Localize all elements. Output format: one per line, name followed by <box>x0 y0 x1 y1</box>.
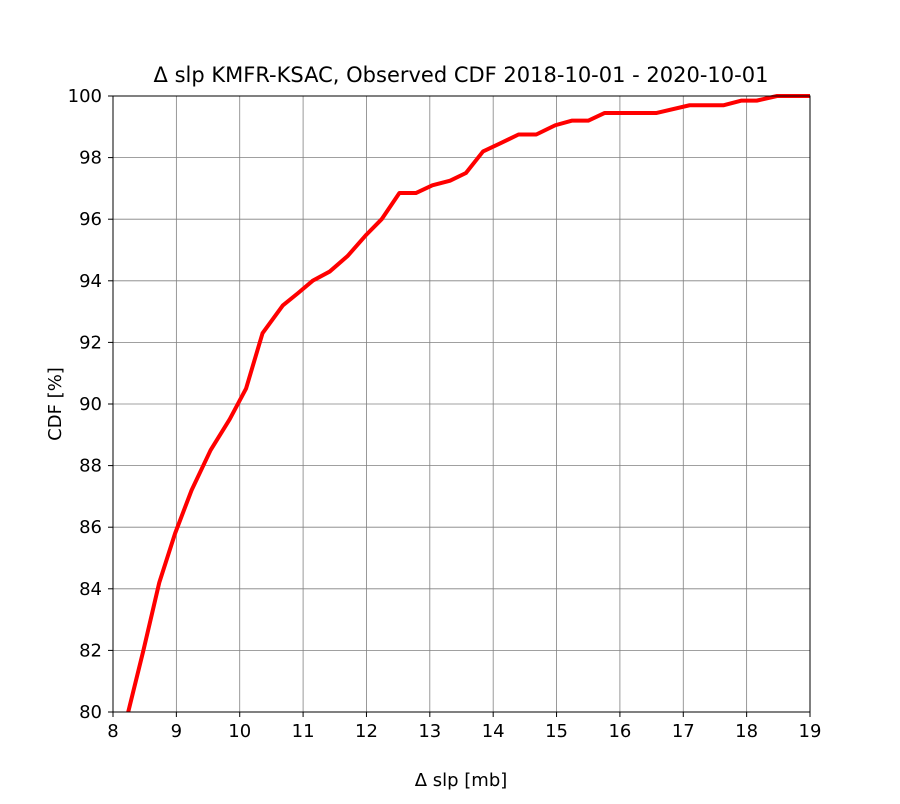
x-axis-label: Δ slp [mb] <box>415 770 508 791</box>
x-axis-ticks: 8 9 10 11 12 13 14 15 16 17 18 19 <box>107 712 821 742</box>
x-tick-label: 11 <box>292 721 315 742</box>
x-tick-label: 8 <box>107 721 118 742</box>
x-tick-label: 14 <box>482 721 505 742</box>
y-axis-ticks: 80 82 84 86 88 90 92 94 96 98 100 <box>68 86 113 723</box>
x-tick-label: 12 <box>355 721 378 742</box>
grid-lines <box>112 95 811 713</box>
x-tick-label: 16 <box>608 721 631 742</box>
y-tick-label: 88 <box>79 456 102 477</box>
x-tick-label: 13 <box>418 721 441 742</box>
x-tick-label: 18 <box>735 721 758 742</box>
y-tick-label: 84 <box>79 579 102 600</box>
cdf-series-line <box>126 94 810 712</box>
x-tick-label: 19 <box>799 721 822 742</box>
y-tick-label: 80 <box>79 702 102 723</box>
y-tick-label: 92 <box>79 332 102 353</box>
chart-title: Δ slp KMFR-KSAC, Observed CDF 2018-10-01… <box>154 63 769 87</box>
y-tick-label: 98 <box>79 148 102 169</box>
x-tick-label: 15 <box>545 721 568 742</box>
y-tick-label: 90 <box>79 394 102 415</box>
y-tick-label: 94 <box>79 271 102 292</box>
y-axis-label: CDF [%] <box>45 367 66 441</box>
y-tick-label: 86 <box>79 517 102 538</box>
x-tick-label: 9 <box>171 721 182 742</box>
y-tick-label: 100 <box>68 86 102 107</box>
x-tick-label: 10 <box>228 721 251 742</box>
y-tick-label: 82 <box>79 640 102 661</box>
x-tick-label: 17 <box>672 721 695 742</box>
y-tick-label: 96 <box>79 209 102 230</box>
